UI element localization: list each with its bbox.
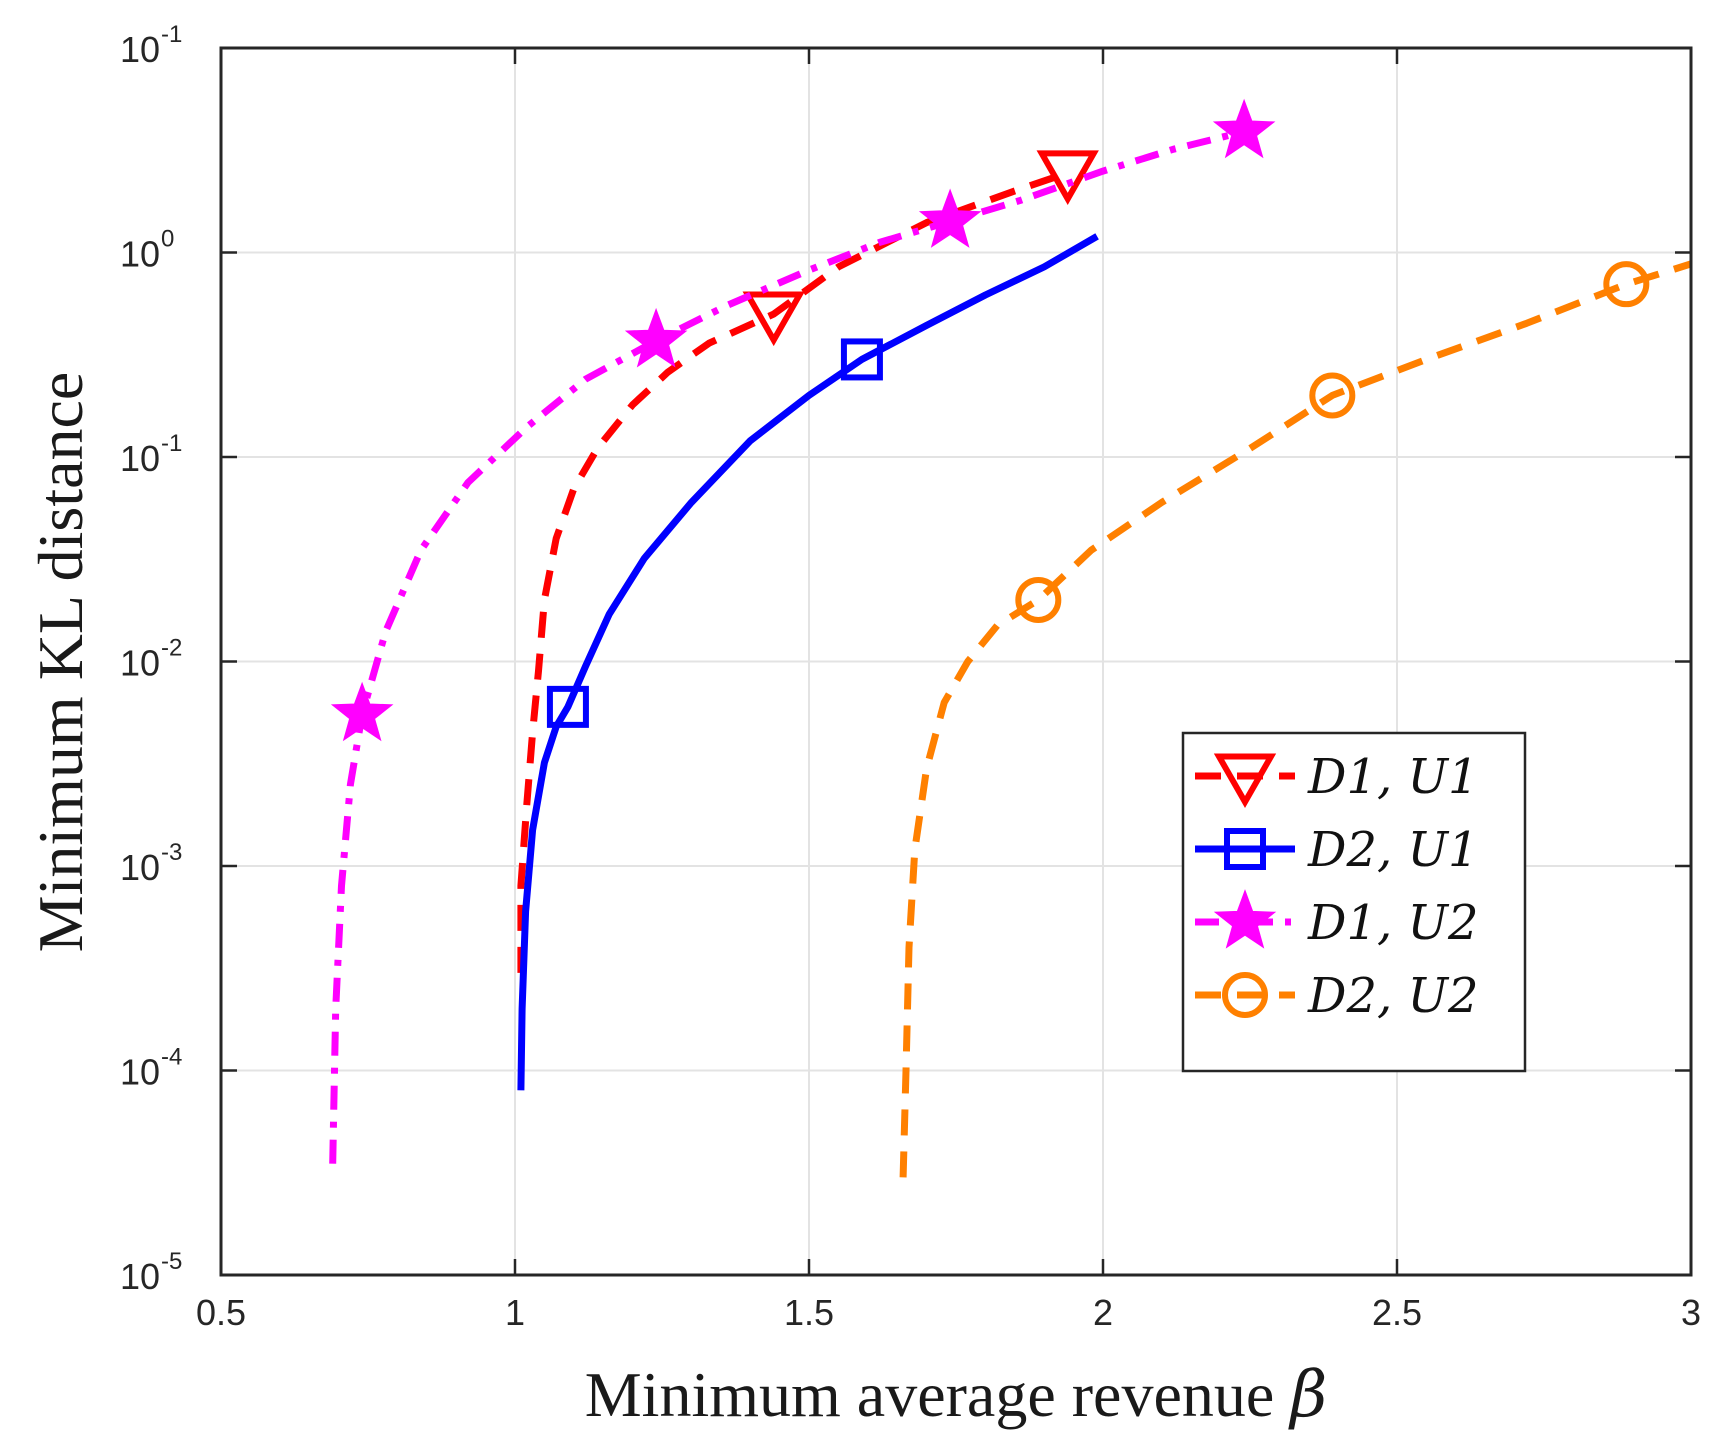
data-point-marker (1212, 98, 1276, 159)
legend-label-part: D2, (1307, 968, 1408, 1024)
y-tick-base: 10 (120, 234, 160, 275)
series-d1-u1 (517, 150, 1099, 973)
y-tick-labels: 10 -510 -410 -310 -210 -110 010 -1 (120, 21, 182, 1297)
data-point-marker (1036, 150, 1099, 205)
data-point-marker (1309, 372, 1356, 419)
y-tick-exponent: -1 (161, 430, 182, 457)
legend-marker (1224, 828, 1266, 870)
series-line (329, 128, 1245, 1164)
legend-label-part: U1 (1408, 822, 1479, 878)
legend-entry: D1, U1 (1195, 749, 1479, 809)
y-tick-base: 10 (120, 438, 160, 479)
ticks (219, 46, 1693, 1277)
legend-label-part: U2 (1408, 895, 1479, 951)
y-tick-exponent: -2 (161, 635, 182, 662)
data-point-marker (1603, 261, 1650, 308)
series-d2-u2 (899, 260, 1693, 1178)
x-axis-title-symbol: β (1288, 1358, 1327, 1432)
series-line (517, 233, 1099, 1091)
legend-label-part: D1, (1307, 895, 1408, 951)
x-axis-title-text: Minimum average revenue (585, 1359, 1275, 1430)
data-point-marker (1015, 576, 1062, 623)
y-tick-label: 10 -3 (120, 839, 182, 888)
legend-marker (1213, 753, 1277, 809)
legend-entry: D2, U2 (1195, 968, 1479, 1024)
y-tick-label: 10 -4 (120, 1044, 182, 1093)
y-tick-label: 10 -5 (120, 1248, 182, 1297)
legend-label: D1, U2 (1307, 895, 1479, 951)
y-tick-exponent: -4 (161, 1044, 182, 1071)
y-tick-exponent: -1 (161, 21, 182, 48)
y-tick-label: 10 -1 (120, 430, 182, 479)
series-d2-u1 (517, 233, 1099, 1091)
series-line (517, 169, 1069, 973)
series-line (899, 260, 1693, 1178)
x-tick-label: 1.5 (784, 1292, 834, 1333)
y-tick-base: 10 (120, 847, 160, 888)
y-tick-label: 10 -1 (120, 21, 182, 70)
x-tick-label: 0.5 (196, 1292, 246, 1333)
legend-label-part: D2, (1307, 822, 1408, 878)
legend-entry: D2, U1 (1195, 822, 1479, 878)
legend-label-part: D1, (1307, 749, 1408, 805)
y-tick-base: 10 (120, 29, 160, 70)
x-axis-title: Minimum average revenue β (585, 1358, 1328, 1432)
series-layer (329, 98, 1693, 1178)
legend-label: D1, U1 (1307, 749, 1479, 805)
data-point-marker (624, 307, 688, 368)
y-tick-base: 10 (120, 1052, 160, 1093)
data-point-marker (918, 188, 982, 248)
data-point-marker (546, 685, 589, 728)
x-tick-labels: 0.5 1 1.5 2 2.5 3 (196, 1292, 1701, 1333)
legend-label-part: U2 (1408, 968, 1479, 1024)
y-tick-exponent: -3 (161, 839, 182, 866)
x-tick-label: 3 (1681, 1292, 1701, 1333)
y-tick-base: 10 (120, 1256, 160, 1297)
legend-label: D2, U2 (1307, 968, 1479, 1024)
data-point-marker (330, 681, 394, 742)
legend-label-part: U1 (1408, 749, 1479, 805)
y-tick-exponent: -5 (161, 1248, 182, 1275)
legend-label: D2, U1 (1307, 822, 1479, 878)
legend-marker (1213, 889, 1277, 949)
legend-entry: D1, U2 (1195, 889, 1479, 951)
legend-marker (1222, 972, 1268, 1018)
y-tick-exponent: 0 (161, 226, 174, 253)
y-tick-label: 10 -2 (120, 635, 182, 684)
x-tick-label: 2 (1093, 1292, 1113, 1333)
y-tick-label: 10 0 (120, 226, 174, 275)
series-d1-u2 (329, 98, 1276, 1164)
data-point-marker (840, 338, 883, 381)
y-axis-title: Minimum KL distance (25, 372, 96, 953)
x-tick-label: 1 (505, 1292, 525, 1333)
y-tick-base: 10 (120, 643, 160, 684)
x-tick-label: 2.5 (1372, 1292, 1422, 1333)
data-point-marker (742, 291, 805, 347)
